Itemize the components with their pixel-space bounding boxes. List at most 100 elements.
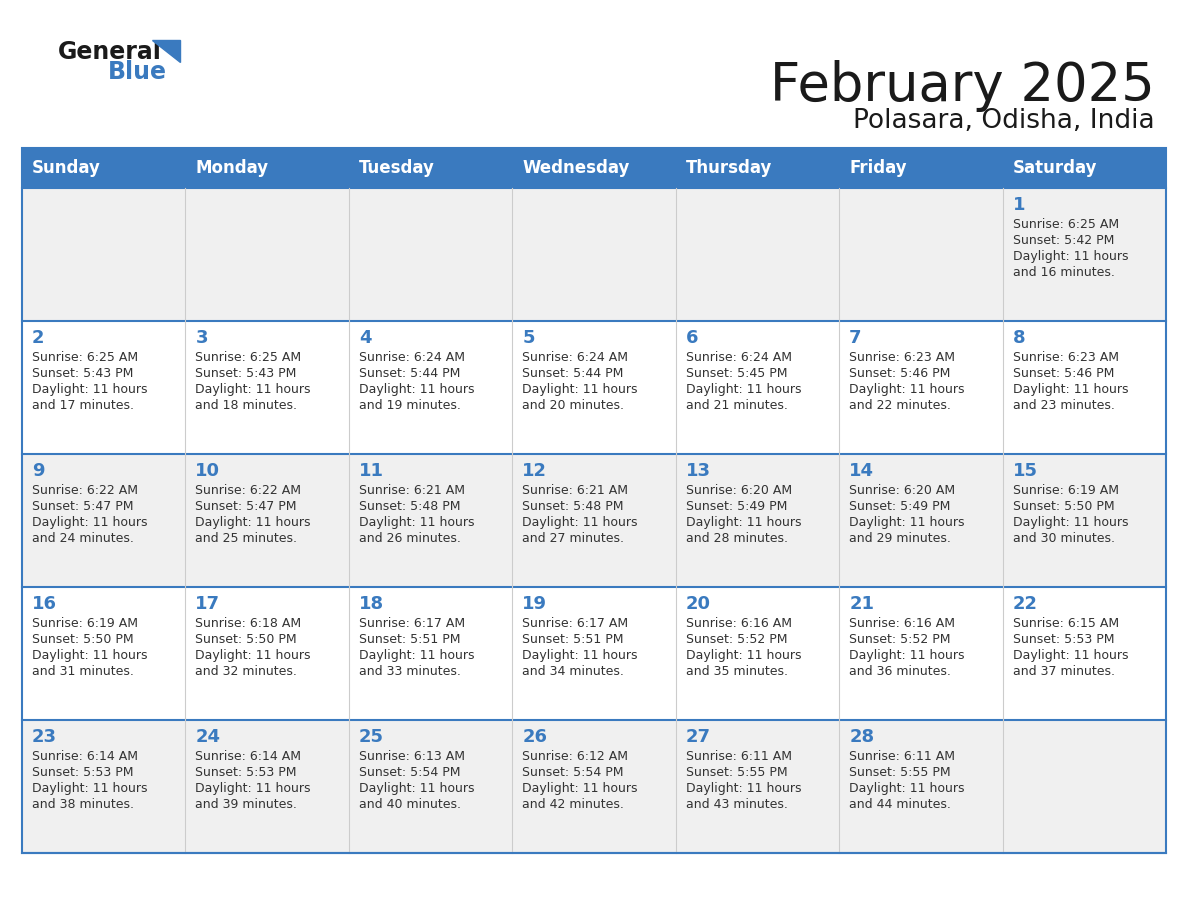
Text: Daylight: 11 hours: Daylight: 11 hours [359,649,474,662]
Text: and 23 minutes.: and 23 minutes. [1012,399,1114,412]
Text: Daylight: 11 hours: Daylight: 11 hours [849,383,965,396]
Text: Sunset: 5:54 PM: Sunset: 5:54 PM [359,766,461,779]
Text: and 27 minutes.: and 27 minutes. [523,532,624,545]
Text: Sunrise: 6:21 AM: Sunrise: 6:21 AM [523,484,628,497]
Text: Tuesday: Tuesday [359,159,435,177]
Text: Daylight: 11 hours: Daylight: 11 hours [523,516,638,529]
Text: 18: 18 [359,595,384,613]
Text: and 19 minutes.: and 19 minutes. [359,399,461,412]
Text: 25: 25 [359,728,384,746]
Text: Sunrise: 6:14 AM: Sunrise: 6:14 AM [32,750,138,763]
Text: 2: 2 [32,329,44,347]
Text: 13: 13 [685,462,710,480]
Text: Sunrise: 6:24 AM: Sunrise: 6:24 AM [359,351,465,364]
Text: Sunrise: 6:23 AM: Sunrise: 6:23 AM [849,351,955,364]
Text: and 34 minutes.: and 34 minutes. [523,665,624,678]
Text: Daylight: 11 hours: Daylight: 11 hours [849,782,965,795]
Text: 10: 10 [196,462,221,480]
Bar [23,587,1165,720]
Text: Saturday: Saturday [1012,159,1097,177]
Text: Sunset: 5:51 PM: Sunset: 5:51 PM [523,633,624,646]
Text: Blue: Blue [108,60,168,84]
Text: General: General [58,40,162,64]
Text: Daylight: 11 hours: Daylight: 11 hours [196,649,311,662]
Text: and 39 minutes.: and 39 minutes. [196,798,297,811]
Text: and 26 minutes.: and 26 minutes. [359,532,461,545]
Text: Daylight: 11 hours: Daylight: 11 hours [359,516,474,529]
Text: and 44 minutes.: and 44 minutes. [849,798,952,811]
Text: Sunset: 5:50 PM: Sunset: 5:50 PM [1012,500,1114,513]
Text: and 36 minutes.: and 36 minutes. [849,665,952,678]
Text: and 18 minutes.: and 18 minutes. [196,399,297,412]
Text: Sunrise: 6:22 AM: Sunrise: 6:22 AM [196,484,302,497]
Text: Daylight: 11 hours: Daylight: 11 hours [32,649,147,662]
Text: Sunrise: 6:17 AM: Sunrise: 6:17 AM [523,617,628,630]
Text: and 38 minutes.: and 38 minutes. [32,798,134,811]
Text: Daylight: 11 hours: Daylight: 11 hours [1012,383,1129,396]
Text: 3: 3 [196,329,208,347]
Text: and 40 minutes.: and 40 minutes. [359,798,461,811]
Text: Sunrise: 6:25 AM: Sunrise: 6:25 AM [1012,218,1119,231]
Text: Sunrise: 6:25 AM: Sunrise: 6:25 AM [196,351,302,364]
Text: and 28 minutes.: and 28 minutes. [685,532,788,545]
Text: Wednesday: Wednesday [523,159,630,177]
Text: 28: 28 [849,728,874,746]
Text: Sunset: 5:44 PM: Sunset: 5:44 PM [523,367,624,380]
Bar [23,148,1165,853]
Text: Sunset: 5:47 PM: Sunset: 5:47 PM [196,500,297,513]
Bar [23,454,1165,587]
Text: Sunset: 5:54 PM: Sunset: 5:54 PM [523,766,624,779]
Text: Sunset: 5:47 PM: Sunset: 5:47 PM [32,500,133,513]
Text: Sunset: 5:44 PM: Sunset: 5:44 PM [359,367,460,380]
Text: Daylight: 11 hours: Daylight: 11 hours [32,516,147,529]
Text: Sunset: 5:46 PM: Sunset: 5:46 PM [1012,367,1114,380]
Text: Sunset: 5:43 PM: Sunset: 5:43 PM [196,367,297,380]
Text: and 29 minutes.: and 29 minutes. [849,532,952,545]
Text: Sunrise: 6:20 AM: Sunrise: 6:20 AM [685,484,792,497]
Text: Sunrise: 6:22 AM: Sunrise: 6:22 AM [32,484,138,497]
Text: and 33 minutes.: and 33 minutes. [359,665,461,678]
Text: Thursday: Thursday [685,159,772,177]
Text: 17: 17 [196,595,221,613]
Text: Sunrise: 6:13 AM: Sunrise: 6:13 AM [359,750,465,763]
Text: and 37 minutes.: and 37 minutes. [1012,665,1114,678]
Text: 20: 20 [685,595,710,613]
Text: Daylight: 11 hours: Daylight: 11 hours [523,782,638,795]
Text: Daylight: 11 hours: Daylight: 11 hours [32,383,147,396]
Text: Sunrise: 6:19 AM: Sunrise: 6:19 AM [32,617,138,630]
Text: Daylight: 11 hours: Daylight: 11 hours [849,516,965,529]
Text: Sunset: 5:50 PM: Sunset: 5:50 PM [196,633,297,646]
Text: Sunrise: 6:17 AM: Sunrise: 6:17 AM [359,617,465,630]
Text: Daylight: 11 hours: Daylight: 11 hours [685,383,801,396]
Text: 4: 4 [359,329,372,347]
Text: Sunrise: 6:23 AM: Sunrise: 6:23 AM [1012,351,1119,364]
Text: Daylight: 11 hours: Daylight: 11 hours [359,782,474,795]
Text: Daylight: 11 hours: Daylight: 11 hours [359,383,474,396]
Text: Sunset: 5:48 PM: Sunset: 5:48 PM [359,500,461,513]
Text: Sunset: 5:51 PM: Sunset: 5:51 PM [359,633,461,646]
Text: and 16 minutes.: and 16 minutes. [1012,266,1114,279]
Text: 7: 7 [849,329,861,347]
Text: Sunrise: 6:14 AM: Sunrise: 6:14 AM [196,750,302,763]
Text: and 21 minutes.: and 21 minutes. [685,399,788,412]
Text: 14: 14 [849,462,874,480]
Text: Daylight: 11 hours: Daylight: 11 hours [685,782,801,795]
Polygon shape [152,40,181,62]
Text: 6: 6 [685,329,699,347]
Text: Sunrise: 6:12 AM: Sunrise: 6:12 AM [523,750,628,763]
Text: Sunrise: 6:15 AM: Sunrise: 6:15 AM [1012,617,1119,630]
Text: Sunset: 5:42 PM: Sunset: 5:42 PM [1012,234,1114,247]
Text: Sunset: 5:46 PM: Sunset: 5:46 PM [849,367,950,380]
Text: Daylight: 11 hours: Daylight: 11 hours [196,516,311,529]
Text: Daylight: 11 hours: Daylight: 11 hours [523,383,638,396]
Text: February 2025: February 2025 [770,60,1155,112]
Text: Sunset: 5:53 PM: Sunset: 5:53 PM [196,766,297,779]
Bar [23,188,1165,321]
Text: Daylight: 11 hours: Daylight: 11 hours [523,649,638,662]
Text: 26: 26 [523,728,548,746]
Text: and 22 minutes.: and 22 minutes. [849,399,952,412]
Text: 16: 16 [32,595,57,613]
Text: Sunset: 5:53 PM: Sunset: 5:53 PM [1012,633,1114,646]
Text: Daylight: 11 hours: Daylight: 11 hours [685,649,801,662]
Text: Sunrise: 6:25 AM: Sunrise: 6:25 AM [32,351,138,364]
